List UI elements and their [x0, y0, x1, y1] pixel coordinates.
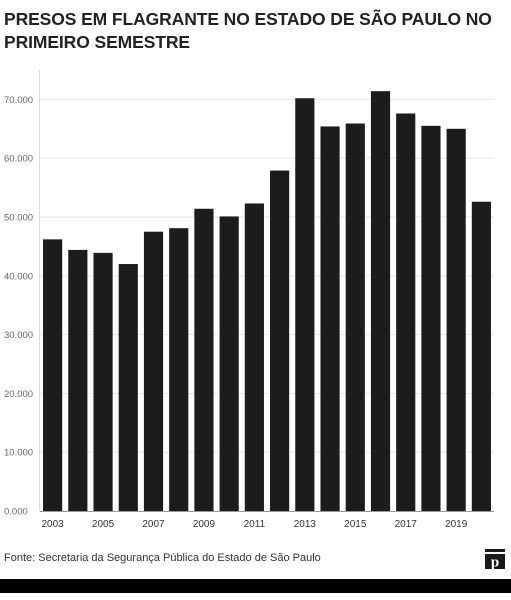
bar-2020 — [471, 201, 491, 511]
x-tick-label: 2003 — [41, 519, 64, 530]
bar-2011 — [244, 203, 264, 511]
bar-2008 — [169, 228, 189, 511]
bar-2017 — [396, 113, 416, 512]
y-tick-label: 70.000 — [4, 95, 33, 106]
publisher-logo-icon: p — [485, 549, 505, 571]
bar-chart: 0.000 10.000 20.000 30.000 40.000 50.000 60.00… — [4, 70, 494, 530]
x-tick-label: 2013 — [294, 519, 317, 530]
bar-2019 — [446, 128, 466, 512]
bar-2007 — [143, 231, 164, 511]
source-note: Fonte: Secretaria da Segurança Pública d… — [4, 552, 321, 564]
bar-2005 — [93, 252, 113, 512]
bar-2013 — [295, 98, 315, 511]
y-tick-label: 20.000 — [4, 389, 33, 400]
y-tick-label: 10.000 — [4, 448, 33, 459]
x-tick-label: 2009 — [193, 519, 216, 530]
x-axis-tick-labels: 2003 2005 2007 2009 2011 2013 2015 2017 2019 — [41, 519, 467, 530]
y-tick-label: 60.000 — [4, 154, 33, 165]
x-tick-label: 2019 — [445, 519, 468, 530]
bar-2004 — [68, 249, 88, 512]
y-tick-label: 0.000 — [4, 507, 28, 518]
y-tick-label: 40.000 — [4, 271, 33, 282]
bar-2003 — [43, 239, 63, 511]
bar-2018 — [421, 125, 441, 512]
bar-2006 — [118, 264, 138, 511]
y-tick-label: 30.000 — [4, 330, 33, 341]
x-tick-label: 2005 — [92, 519, 115, 530]
logo-letter: p — [491, 555, 499, 571]
bar-2015 — [345, 123, 365, 512]
bar-2016 — [370, 91, 391, 511]
bars — [43, 91, 491, 512]
x-tick-label: 2015 — [344, 519, 367, 530]
footer-bar — [0, 579, 511, 593]
bar-2014 — [320, 126, 340, 511]
y-tick-label: 50.000 — [4, 213, 33, 224]
x-tick-label: 2011 — [244, 519, 266, 530]
grid-lines — [40, 98, 494, 453]
x-tick-label: 2007 — [142, 519, 165, 530]
chart-title: PRESOS EM FLAGRANTE NO ESTADO DE SÃO PAU… — [4, 9, 492, 52]
bar-2009 — [194, 208, 214, 511]
x-tick-label: 2017 — [395, 519, 418, 530]
y-axis-tick-labels: 0.000 10.000 20.000 30.000 40.000 50.000 60.00… — [4, 95, 33, 518]
bar-2012 — [270, 170, 290, 511]
bar-2010 — [219, 216, 239, 512]
